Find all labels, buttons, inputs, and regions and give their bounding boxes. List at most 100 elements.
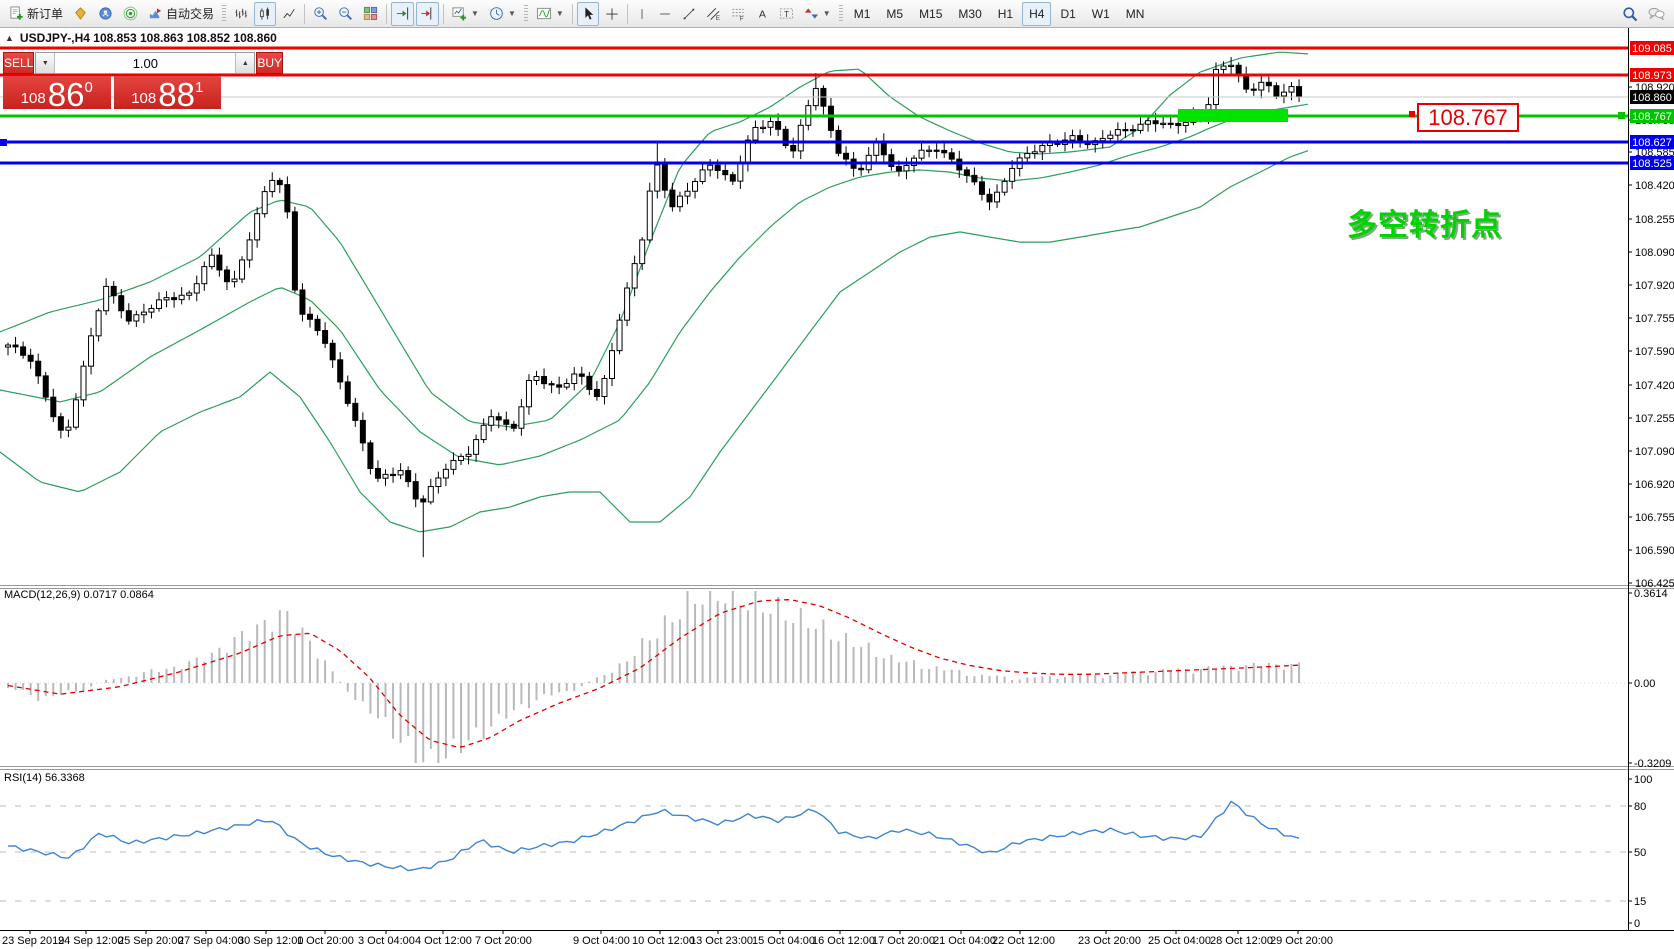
tf-m1-label: M1 — [853, 6, 871, 21]
bollinger-middle-band — [0, 103, 1309, 466]
support-zone-highlight[interactable] — [1178, 109, 1288, 122]
horizontal-line-button[interactable] — [654, 2, 676, 26]
level-lines[interactable] — [0, 46, 1628, 165]
blue-line-marker[interactable] — [0, 139, 7, 146]
cursor-button[interactable] — [576, 1, 599, 26]
green-line-end-handle[interactable] — [1618, 112, 1625, 119]
metaeditor-icon — [73, 6, 88, 21]
chart-frame — [0, 28, 1674, 931]
svg-text:106.425: 106.425 — [1635, 578, 1674, 590]
chevron-down-icon[interactable]: ▼ — [507, 9, 516, 18]
tf-m30[interactable]: M30 — [951, 2, 988, 26]
svg-text:23 Sep 2019: 23 Sep 2019 — [2, 935, 64, 947]
svg-text:24 Sep 12:00: 24 Sep 12:00 — [58, 935, 123, 947]
sell-price-box[interactable]: 108 86 0 — [3, 76, 111, 111]
svg-text:15 Oct 04:00: 15 Oct 04:00 — [752, 935, 815, 947]
metaeditor-button[interactable] — [69, 2, 92, 26]
svg-text:22 Oct 12:00: 22 Oct 12:00 — [992, 935, 1055, 947]
toolbar-grip — [222, 4, 227, 23]
sell-button[interactable]: SELL — [3, 52, 35, 74]
candlestick-chart-icon — [258, 6, 272, 21]
arrows-icon — [804, 6, 819, 21]
profiles-button[interactable]: ▼ — [485, 2, 520, 26]
auto-trading-button[interactable]: 自动交易 — [144, 2, 218, 26]
trend-line-button[interactable] — [678, 2, 700, 26]
bar-chart-icon — [234, 7, 248, 21]
text-label-icon: T — [779, 6, 794, 21]
toolbar-separator — [626, 3, 628, 24]
symbol-ohlc-text: USDJPY-,H4 108.853 108.863 108.852 108.8… — [19, 31, 277, 45]
chevron-down-icon[interactable]: ▼ — [471, 9, 479, 18]
line-chart-button[interactable] — [278, 2, 300, 26]
auto-trading-button-label: 自动交易 — [166, 7, 215, 21]
new-order-button-label: 新订单 — [27, 7, 64, 21]
toolbar-grip — [523, 4, 528, 23]
chat-button[interactable] — [1644, 2, 1669, 26]
fibonacci-button[interactable]: F — [727, 2, 750, 26]
volume-up-button[interactable]: ▲ — [235, 53, 255, 73]
zoom-in-icon — [313, 6, 328, 21]
svg-text:108.860: 108.860 — [1632, 92, 1672, 104]
bollinger-bands — [0, 51, 1309, 533]
volume-down-button[interactable]: ▼ — [36, 53, 56, 73]
turning-point-note[interactable]: 多空转折点 — [1347, 209, 1502, 242]
vertical-line-icon — [636, 7, 648, 21]
text-label-button[interactable]: T — [775, 2, 798, 26]
svg-text:108.627: 108.627 — [1632, 137, 1672, 149]
search-button[interactable] — [1618, 2, 1642, 26]
tf-h1[interactable]: H1 — [991, 2, 1020, 26]
bar-chart-button[interactable] — [230, 2, 252, 26]
svg-text:0.3614: 0.3614 — [1634, 588, 1668, 600]
signals-button[interactable] — [119, 2, 142, 26]
svg-text:50: 50 — [1634, 847, 1646, 859]
candlestick-chart-button[interactable] — [254, 1, 277, 26]
cursor-icon — [581, 6, 595, 21]
buy-price-box[interactable]: 108 88 1 — [113, 76, 221, 111]
equidistant-channel-icon: E — [706, 6, 721, 21]
crosshair-icon — [605, 7, 619, 21]
svg-text:16 Oct 12:00: 16 Oct 12:00 — [812, 935, 875, 947]
zoom-out-button[interactable] — [334, 2, 357, 26]
chart-shift-icon — [420, 6, 435, 21]
chevron-down-icon[interactable]: ▼ — [822, 9, 831, 18]
market-button[interactable] — [94, 2, 117, 26]
svg-text:25 Sep 20:00: 25 Sep 20:00 — [118, 935, 183, 947]
auto-scroll-button[interactable] — [391, 1, 415, 26]
new-chart-button[interactable]: ▼ — [448, 2, 483, 26]
tf-h4[interactable]: H4 — [1022, 1, 1052, 26]
zoom-in-button[interactable] — [309, 2, 332, 26]
collapse-arrow-icon[interactable]: ▲ — [5, 33, 14, 43]
svg-text:100: 100 — [1634, 774, 1652, 786]
tf-d1[interactable]: D1 — [1053, 2, 1082, 26]
svg-text:107.255: 107.255 — [1635, 413, 1674, 425]
tf-h1-label: H1 — [997, 6, 1014, 21]
tf-m15[interactable]: M15 — [912, 2, 949, 26]
buy-price-pip: 1 — [194, 79, 204, 96]
tile-windows-button[interactable] — [359, 2, 382, 26]
note-anchor-handle[interactable] — [1409, 111, 1415, 117]
text-button[interactable]: A — [752, 2, 773, 26]
buy-button[interactable]: BUY — [256, 52, 284, 74]
price-callout-box[interactable]: 108.767 — [1417, 103, 1519, 132]
svg-text:107.420: 107.420 — [1635, 380, 1674, 392]
fibonacci-icon: F — [731, 6, 746, 21]
equidistant-channel-button[interactable]: E — [702, 2, 725, 26]
price-axis[interactable]: 108.920108.755108.585108.420108.255108.0… — [1628, 41, 1674, 930]
arrows-button[interactable]: ▼ — [800, 2, 835, 26]
tf-w1[interactable]: W1 — [1085, 2, 1117, 26]
tf-m1[interactable]: M1 — [847, 2, 878, 26]
chevron-down-icon[interactable]: ▼ — [555, 9, 564, 18]
chart-shift-button[interactable] — [416, 1, 440, 26]
tf-mn[interactable]: MN — [1119, 2, 1152, 26]
toolbar-separator — [443, 3, 445, 24]
vertical-line-button[interactable] — [632, 2, 652, 26]
svg-text:17 Oct 20:00: 17 Oct 20:00 — [872, 935, 935, 947]
tf-m5[interactable]: M5 — [879, 2, 910, 26]
crosshair-button[interactable] — [601, 2, 623, 26]
indicators-button[interactable]: ▼ — [532, 2, 568, 26]
new-order-button[interactable]: 新订单 — [5, 2, 67, 26]
volume-input[interactable] — [55, 53, 236, 73]
rsi-pane — [0, 800, 1628, 902]
